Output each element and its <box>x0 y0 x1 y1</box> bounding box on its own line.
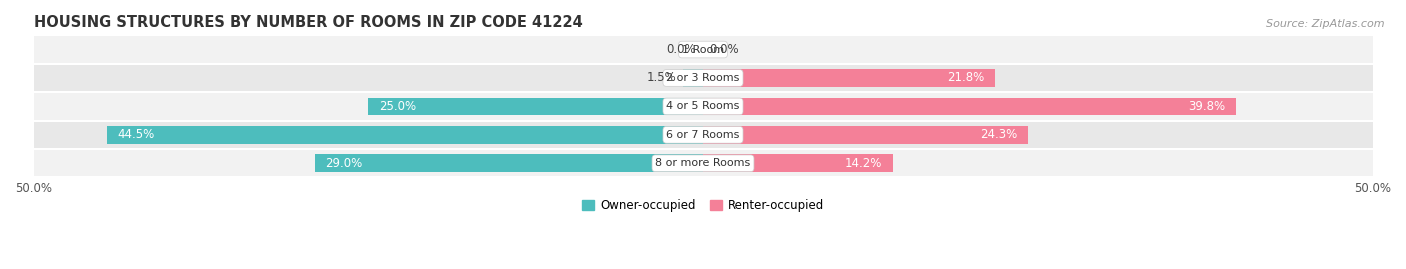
Bar <box>683 69 703 87</box>
Text: 1 Room: 1 Room <box>682 45 724 55</box>
Text: 8 or more Rooms: 8 or more Rooms <box>655 158 751 168</box>
Bar <box>703 69 995 87</box>
Bar <box>34 149 1372 178</box>
Bar <box>34 64 1372 92</box>
Bar <box>315 154 703 172</box>
Text: 21.8%: 21.8% <box>946 72 984 84</box>
Bar <box>703 126 1028 144</box>
Bar <box>34 92 1372 121</box>
Bar <box>34 121 1372 149</box>
Bar <box>703 98 1236 115</box>
Text: 2 or 3 Rooms: 2 or 3 Rooms <box>666 73 740 83</box>
Text: HOUSING STRUCTURES BY NUMBER OF ROOMS IN ZIP CODE 41224: HOUSING STRUCTURES BY NUMBER OF ROOMS IN… <box>34 15 582 30</box>
Text: Source: ZipAtlas.com: Source: ZipAtlas.com <box>1267 19 1385 29</box>
Text: 44.5%: 44.5% <box>118 128 155 141</box>
Text: 6 or 7 Rooms: 6 or 7 Rooms <box>666 130 740 140</box>
Text: 24.3%: 24.3% <box>980 128 1018 141</box>
Bar <box>34 35 1372 64</box>
Text: 0.0%: 0.0% <box>666 43 696 56</box>
Bar <box>368 98 703 115</box>
Text: 39.8%: 39.8% <box>1188 100 1225 113</box>
Bar <box>703 154 893 172</box>
Text: 0.0%: 0.0% <box>710 43 740 56</box>
Text: 29.0%: 29.0% <box>325 157 363 170</box>
Bar <box>107 126 703 144</box>
Text: 25.0%: 25.0% <box>380 100 416 113</box>
Text: 14.2%: 14.2% <box>845 157 883 170</box>
Text: 4 or 5 Rooms: 4 or 5 Rooms <box>666 101 740 111</box>
Text: 1.5%: 1.5% <box>647 72 676 84</box>
Legend: Owner-occupied, Renter-occupied: Owner-occupied, Renter-occupied <box>578 194 828 217</box>
